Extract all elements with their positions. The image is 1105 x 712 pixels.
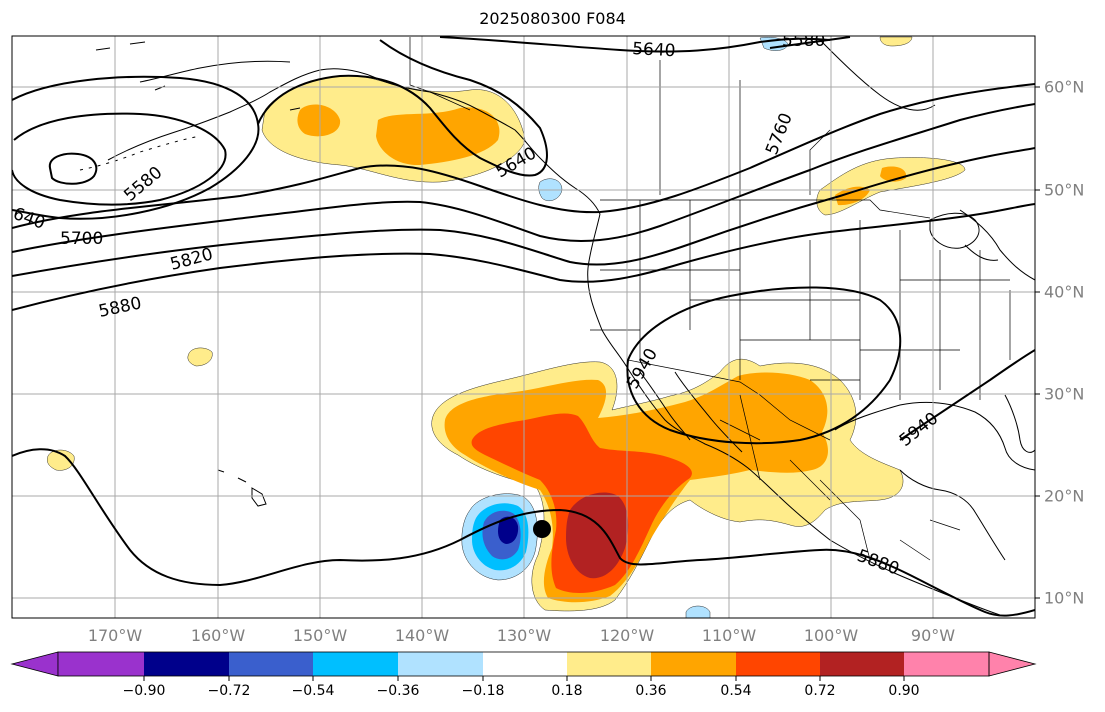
- contour-5940-ring: [626, 286, 902, 445]
- coast-hudson: [819, 39, 936, 111]
- height-contours: [12, 36, 1035, 617]
- colorbar-segment: [229, 652, 313, 676]
- lon-label: 130°W: [496, 626, 552, 645]
- coast-islands: [95, 41, 301, 111]
- shade-patch-2: [47, 449, 75, 471]
- shade-bottom-blue: [685, 605, 711, 618]
- colorbar-segment: [904, 652, 989, 676]
- coast-baja: [639, 371, 691, 441]
- colorbar-segment: [567, 652, 651, 676]
- colorbar-segment: [313, 652, 398, 676]
- colorbar-tick-label: 0.72: [804, 683, 836, 699]
- contour-5760: [12, 103, 1035, 253]
- lon-label: 160°W: [190, 626, 246, 645]
- axis-ticks: [1035, 86, 1040, 599]
- colorbar-tick-label: −0.72: [207, 683, 251, 699]
- coast-gulf: [834, 401, 1035, 471]
- map-frame: [11, 35, 1036, 619]
- shade-neg-navy: [498, 516, 519, 544]
- shade-patch-1: [187, 347, 213, 367]
- coast-yucatan: [899, 469, 1006, 561]
- contour-5820: [12, 147, 1035, 277]
- colorbar-tick-label: −0.90: [122, 683, 166, 699]
- colorbar-segment: [736, 652, 820, 676]
- colorbar-tick-label: 0.18: [551, 683, 583, 699]
- contour-5640-top: [439, 36, 831, 53]
- coast-florida: [1004, 394, 1035, 453]
- colorbar-segment: [651, 652, 736, 676]
- border-us-mexico: [627, 359, 831, 441]
- colorbar-tick-label: −0.54: [291, 683, 335, 699]
- coast-west: [587, 213, 1001, 616]
- contour-low-center: [48, 152, 98, 185]
- lon-label: 120°W: [599, 626, 655, 645]
- shade-lakes-orange: [835, 186, 870, 206]
- colorbar: [10, 651, 1037, 681]
- lon-label: 140°W: [394, 626, 450, 645]
- colorbar-tick-label: 0.36: [635, 683, 667, 699]
- contour-5580-top: [769, 36, 851, 49]
- colorbar-tick-label: −0.36: [376, 683, 420, 699]
- contour-5700: [12, 83, 1035, 229]
- contour-label: 5640: [632, 39, 676, 61]
- contour-label: 5700: [60, 229, 103, 249]
- lat-label: 40°N: [1044, 282, 1085, 302]
- colorbar-left-extend: [10, 651, 59, 677]
- colorbar-segment: [820, 652, 904, 676]
- colorbar-tick-label: −0.18: [461, 683, 505, 699]
- colorbar-tick-label: 0.90: [888, 683, 920, 699]
- lat-label: 10°N: [1044, 588, 1085, 608]
- contour-label: 5580: [782, 31, 825, 51]
- colorbar-tick-label: 0.54: [720, 683, 752, 699]
- contour-5940-east: [899, 349, 1035, 441]
- colorbar-ticks: [143, 676, 905, 681]
- border-us-states: [590, 200, 1011, 400]
- shade-top-yellow: [879, 36, 913, 47]
- coast-ne: [959, 209, 1035, 281]
- border-us-canada: [600, 199, 931, 219]
- border-mexico-states: [719, 394, 961, 561]
- coast-lakes: [929, 212, 999, 261]
- contour-5880-south: [12, 448, 1035, 617]
- lat-label: 20°N: [1044, 486, 1085, 506]
- colorbar-outline: [57, 651, 990, 677]
- lon-label: 170°W: [87, 626, 143, 645]
- colorbar-segment: [398, 652, 483, 676]
- lat-label: 30°N: [1044, 384, 1085, 404]
- lon-label: 100°W: [803, 626, 859, 645]
- shade-alaska-orange: [297, 104, 341, 137]
- lat-label: 50°N: [1044, 180, 1085, 200]
- contour-5880-north: [12, 203, 1035, 311]
- colorbar-segment: [58, 652, 144, 676]
- lat-label: 60°N: [1044, 77, 1085, 97]
- colorbar-segment: [483, 652, 567, 676]
- lon-label: 110°W: [701, 626, 757, 645]
- colorbar-right-extend: [988, 651, 1037, 677]
- political-borders: [409, 37, 1011, 561]
- lon-label: 90°W: [910, 626, 956, 645]
- lon-label: 150°W: [292, 626, 348, 645]
- border-alaska-canada: [409, 37, 471, 111]
- gridlines: [12, 36, 1035, 618]
- anomaly-shading: [47, 36, 966, 618]
- coast-aleutians: [79, 135, 201, 171]
- storm-center-marker: [533, 520, 551, 538]
- contour-5640-alaska: [257, 39, 548, 177]
- map-title: 2025080300 F084: [479, 9, 626, 28]
- colorbar-segment: [144, 652, 229, 676]
- contour-low-ring: [12, 112, 227, 206]
